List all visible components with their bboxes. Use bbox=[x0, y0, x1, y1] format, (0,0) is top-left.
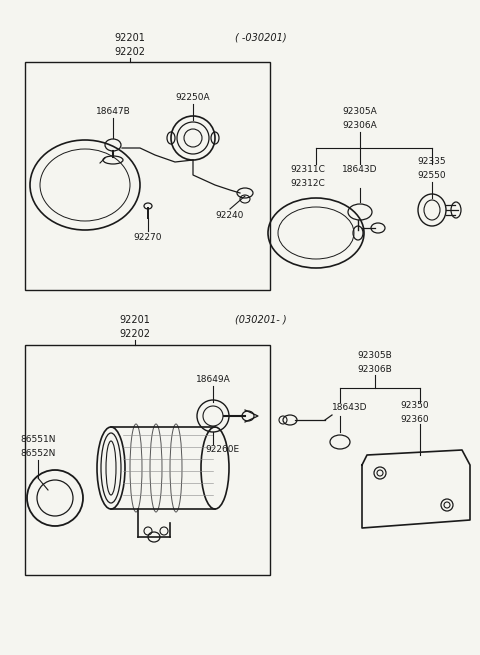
Text: 92311C: 92311C bbox=[290, 166, 325, 174]
Text: 92250A: 92250A bbox=[176, 94, 210, 102]
Text: 92335: 92335 bbox=[418, 157, 446, 166]
Text: 92360: 92360 bbox=[401, 415, 429, 424]
Text: (030201- ): (030201- ) bbox=[235, 315, 287, 325]
Text: 92306B: 92306B bbox=[358, 364, 392, 373]
Text: 92240: 92240 bbox=[216, 210, 244, 219]
Text: 92202: 92202 bbox=[115, 47, 145, 57]
Text: 92260E: 92260E bbox=[205, 445, 239, 455]
Text: 92305A: 92305A bbox=[343, 107, 377, 117]
Text: 92305B: 92305B bbox=[358, 350, 392, 360]
Text: 92312C: 92312C bbox=[290, 179, 325, 189]
Text: 92350: 92350 bbox=[401, 400, 429, 409]
Text: 92201: 92201 bbox=[115, 33, 145, 43]
Text: 92202: 92202 bbox=[120, 329, 151, 339]
Bar bbox=[25, 62, 270, 290]
Text: 18643D: 18643D bbox=[332, 403, 368, 413]
Text: 18643D: 18643D bbox=[342, 166, 378, 174]
Text: 18647B: 18647B bbox=[96, 107, 131, 117]
Text: 92550: 92550 bbox=[418, 172, 446, 181]
Text: 92306A: 92306A bbox=[343, 121, 377, 130]
Text: 18649A: 18649A bbox=[196, 375, 230, 384]
Text: 86551N: 86551N bbox=[20, 436, 56, 445]
Text: ( -030201): ( -030201) bbox=[235, 33, 287, 43]
Bar bbox=[25, 345, 270, 575]
Text: 92270: 92270 bbox=[134, 233, 162, 242]
Text: 92201: 92201 bbox=[120, 315, 150, 325]
Text: 86552N: 86552N bbox=[20, 449, 56, 458]
